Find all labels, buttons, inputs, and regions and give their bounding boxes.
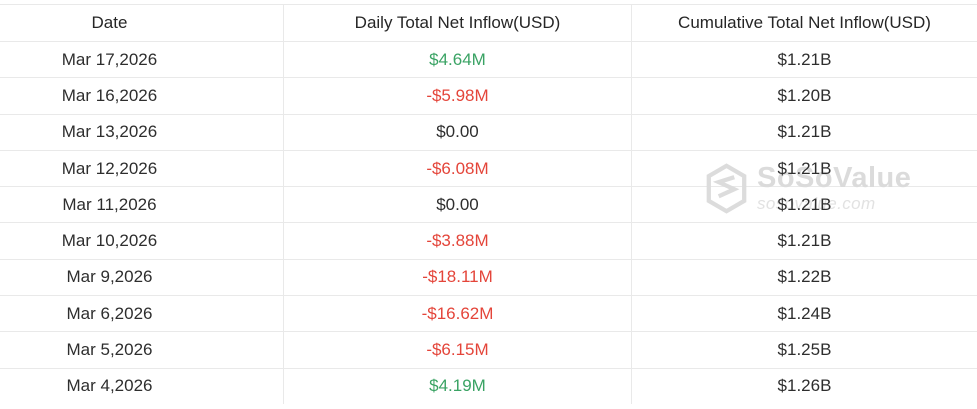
cumulative-net-inflow-cell: $1.21B [777, 158, 832, 178]
column-header-cumulative-label: Cumulative Total Net Inflow(USD) [678, 13, 931, 32]
column-header-date-label: Date [91, 13, 128, 32]
table-row: Mar 6,2026 -$16.62M $1.24B [0, 296, 977, 333]
table-row: Mar 5,2026 -$6.15M $1.25B [0, 332, 977, 369]
cumulative-net-inflow-cell: $1.21B [777, 194, 832, 214]
cumulative-net-inflow-cell: $1.24B [777, 303, 832, 323]
daily-net-inflow-cell: $4.19M [429, 376, 486, 396]
column-header-date: Date [0, 5, 284, 42]
daily-net-inflow-cell: $4.64M [429, 49, 486, 69]
table-header-row: Date Daily Total Net Inflow(USD) Cumulat… [0, 5, 977, 42]
etf-net-inflow-table: Date Daily Total Net Inflow(USD) Cumulat… [0, 4, 977, 404]
date-cell: Mar 12,2026 [61, 158, 158, 178]
daily-net-inflow-cell: $0.00 [436, 194, 479, 214]
daily-net-inflow-cell: -$6.08M [426, 158, 489, 178]
column-header-daily-label: Daily Total Net Inflow(USD) [354, 13, 561, 32]
cumulative-net-inflow-cell: $1.25B [777, 340, 832, 360]
table-row: Mar 12,2026 -$6.08M $1.21B [0, 150, 977, 188]
daily-net-inflow-cell: -$3.88M [426, 231, 489, 251]
daily-net-inflow-cell: -$6.15M [426, 340, 489, 360]
cumulative-net-inflow-cell: $1.21B [777, 49, 832, 69]
date-cell: Mar 17,2026 [61, 49, 158, 69]
column-header-daily-net-inflow: Daily Total Net Inflow(USD) [284, 5, 632, 42]
daily-net-inflow-cell: $0.00 [436, 122, 479, 142]
table-row: Mar 11,2026 $0.00 $1.21B [0, 187, 977, 224]
date-cell: Mar 11,2026 [62, 194, 157, 214]
date-cell: Mar 10,2026 [61, 231, 158, 251]
table-row: Mar 16,2026 -$5.98M $1.20B [0, 78, 977, 115]
cumulative-net-inflow-cell: $1.21B [777, 122, 832, 142]
daily-net-inflow-cell: -$5.98M [426, 85, 489, 105]
table-row: Mar 13,2026 $0.00 $1.21B [0, 114, 977, 151]
daily-net-inflow-cell: -$18.11M [422, 267, 493, 287]
date-cell: Mar 4,2026 [66, 376, 153, 396]
cumulative-net-inflow-cell: $1.22B [777, 267, 832, 287]
cumulative-net-inflow-cell: $1.20B [777, 85, 832, 105]
column-header-cumulative-net-inflow: Cumulative Total Net Inflow(USD) [632, 5, 977, 42]
daily-net-inflow-cell: -$16.62M [421, 303, 494, 323]
date-cell: Mar 13,2026 [61, 122, 158, 142]
cumulative-net-inflow-cell: $1.26B [777, 376, 832, 396]
date-cell: Mar 5,2026 [66, 340, 153, 360]
cumulative-net-inflow-cell: $1.21B [777, 231, 832, 251]
table-row: Mar 10,2026 -$3.88M $1.21B [0, 223, 977, 260]
date-cell: Mar 16,2026 [61, 85, 158, 105]
table-row: Mar 9,2026 -$18.11M $1.22B [0, 259, 977, 297]
date-cell: Mar 9,2026 [66, 267, 153, 287]
date-cell: Mar 6,2026 [66, 303, 153, 323]
table-row: Mar 4,2026 $4.19M $1.26B [0, 368, 977, 404]
table-row: Mar 17,2026 $4.64M $1.21B [0, 42, 977, 79]
